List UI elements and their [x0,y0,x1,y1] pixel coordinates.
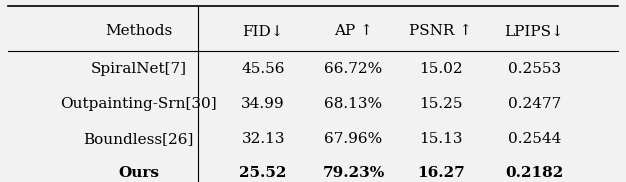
Text: 32.13: 32.13 [242,132,285,146]
Text: FID↓: FID↓ [242,24,284,38]
Text: 45.56: 45.56 [242,62,285,76]
Text: Boundless[26]: Boundless[26] [83,132,193,146]
Text: 79.23%: 79.23% [322,166,384,180]
Text: PSNR ↑: PSNR ↑ [409,24,472,38]
Text: 0.2544: 0.2544 [508,132,561,146]
Text: 67.96%: 67.96% [324,132,382,146]
Text: 68.13%: 68.13% [324,97,382,111]
Text: AP ↑: AP ↑ [334,24,373,38]
Text: 0.2553: 0.2553 [508,62,561,76]
Text: LPIPS↓: LPIPS↓ [505,24,564,38]
Text: 15.25: 15.25 [419,97,463,111]
Text: 25.52: 25.52 [240,166,287,180]
Text: 0.2182: 0.2182 [505,166,563,180]
Text: 66.72%: 66.72% [324,62,382,76]
Text: 15.13: 15.13 [419,132,463,146]
Text: Ours: Ours [118,166,159,180]
Text: 15.02: 15.02 [419,62,463,76]
Text: SpiralNet[7]: SpiralNet[7] [91,62,187,76]
Text: 16.27: 16.27 [417,166,464,180]
Text: 34.99: 34.99 [242,97,285,111]
Text: Outpainting-Srn[30]: Outpainting-Srn[30] [60,97,217,111]
Text: 0.2477: 0.2477 [508,97,561,111]
Text: Methods: Methods [105,24,172,38]
